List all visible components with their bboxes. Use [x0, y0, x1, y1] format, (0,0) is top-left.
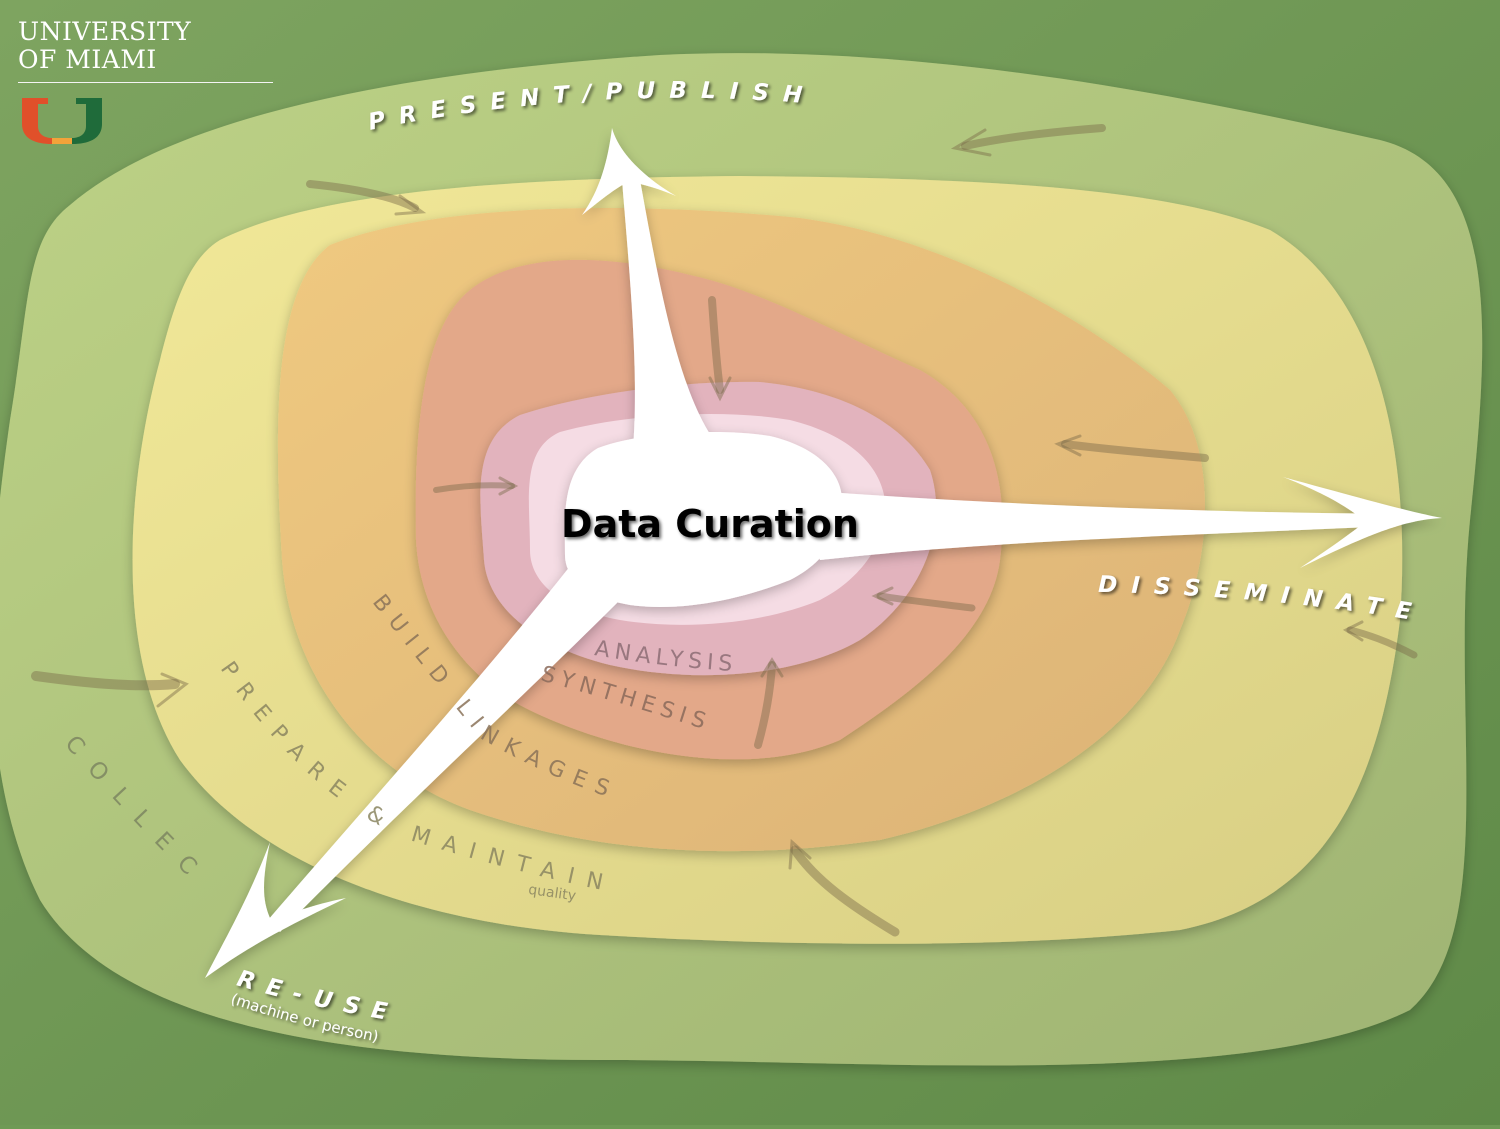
university-name-line1: UNIVERSITY — [18, 17, 192, 46]
arrow-reuse-head — [205, 842, 346, 978]
flow-arrows — [31, 124, 1418, 937]
flow-arrow-head — [950, 128, 992, 157]
curation-arrows — [205, 128, 1442, 978]
label-quality: quality — [527, 882, 577, 905]
arrow-up-shaft — [622, 180, 720, 460]
flow-arrow — [1061, 440, 1209, 462]
flow-arrow — [433, 482, 515, 493]
flow-arrow — [708, 296, 724, 394]
flow-arrow-head — [1054, 434, 1082, 457]
flow-arrow — [790, 845, 900, 937]
core-blob — [564, 432, 842, 608]
flow-arrow — [306, 180, 419, 212]
arrow-reuse-shaft — [268, 560, 630, 932]
flow-arrow — [754, 661, 776, 749]
flow-arrow-head — [498, 476, 519, 496]
flow-arrow-head — [156, 672, 189, 708]
flow-arrow — [961, 124, 1106, 150]
logo-divider — [18, 82, 273, 83]
university-name-line2: OF MIAMI — [18, 45, 157, 74]
flow-arrow — [1346, 626, 1418, 659]
flow-arrow — [31, 671, 180, 691]
arrow-right-shaft — [800, 490, 1390, 560]
flow-arrow-head — [708, 376, 732, 402]
flow-arrow-head — [1342, 620, 1364, 642]
university-logo: UNIVERSITY OF MIAMI — [18, 18, 278, 148]
u-mark-icon — [20, 96, 104, 150]
flow-arrow — [876, 592, 976, 612]
flow-arrow-head — [871, 586, 894, 606]
flow-arrow-head — [394, 194, 427, 216]
arrow-right-head — [1283, 477, 1442, 568]
flow-arrow-head — [788, 838, 812, 870]
center-label: Data Curation — [561, 502, 859, 546]
arrow-up-head — [582, 128, 676, 215]
flow-arrow-head — [760, 657, 784, 678]
